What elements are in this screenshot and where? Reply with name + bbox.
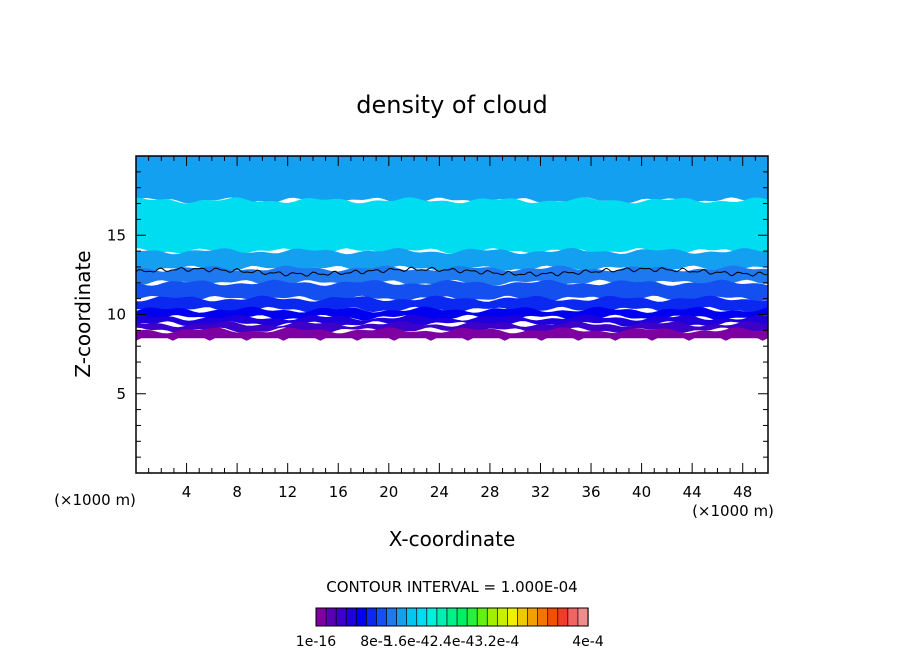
y-axis-label: Z-coordinate [71,250,95,377]
colorbar-cell [567,607,579,627]
x-tick-label: 32 [531,483,550,501]
colorbar-cell [537,607,549,627]
density-layer-3 [136,248,768,272]
density-layer-7 [136,306,768,321]
colorbar-label: 8e-5 [360,634,391,650]
colorbar-cell [557,607,569,627]
colorbar [315,607,589,627]
x-tick-label: 16 [329,483,348,501]
colorbar-labels: 1e-16 8e-51.6e-42.4e-43.2e-4 4e-4 [296,634,604,650]
density-layer-8 [136,314,768,327]
density-layer-5 [136,279,768,302]
density-layer-1 [136,156,768,204]
colorbar-cell [386,607,398,627]
colorbar-cell [507,607,519,627]
contour-line-path [136,266,768,277]
colorbar-cell [345,607,357,627]
colorbar-cell [466,607,478,627]
x-axis-label: X-coordinate [389,527,516,551]
x-tick-label: 8 [232,483,242,501]
colorbar-cell [517,607,529,627]
density-layer-9 [136,320,768,334]
colorbar-cell [366,607,378,627]
colorbar-cell [376,607,388,627]
colorbar-cell [486,607,498,627]
colorbar-cell [325,607,337,627]
colorbar-cell [547,607,559,627]
x-unit-left: (×1000 m) [54,491,136,509]
density-layer-2 [136,197,768,255]
colorbar-cell [436,607,448,627]
colorbar-frame [315,607,589,627]
x-tick-label: 28 [480,483,499,501]
colorbar-cell [527,607,539,627]
cloud-density-field [136,156,768,341]
x-tick-label: 4 [182,483,192,501]
y-axis: 5 10 15 [107,171,768,458]
colorbar-cell [315,607,327,627]
colorbar-cell [355,607,368,627]
x-tick-label: 24 [430,483,449,501]
y-tick-label: 10 [107,306,126,324]
contour-interval-text: CONTOUR INTERVAL = 1.000E-04 [326,578,577,596]
x-tick-label: 20 [379,483,398,501]
colorbar-cell [446,607,458,627]
colorbar-cell [396,607,408,627]
y-tick-label: 15 [107,226,126,244]
x-tick-label: 40 [632,483,651,501]
chart-title: density of cloud [356,91,547,119]
x-tick-label: 12 [278,483,297,501]
colorbar-cell [335,607,347,627]
y-tick-label: 5 [116,385,126,403]
density-layer-10 [136,327,768,341]
x-tick-label: 36 [581,483,600,501]
colorbar-cell [577,607,589,627]
colorbar-cell [426,607,438,627]
colorbar-cell [496,607,509,627]
x-unit-right: (×1000 m) [692,502,774,520]
contour-line [136,266,768,277]
x-tick-label: 44 [683,483,702,501]
colorbar-cell [456,607,468,627]
density-layer-6 [136,295,768,313]
x-axis: 4 8 12 16 20 24 28 32 36 40 44 48 [148,156,756,501]
x-tick-label: 48 [733,483,752,501]
colorbar-label: 4e-4 [572,634,604,650]
colorbar-cell [476,607,488,627]
colorbar-cell [416,607,428,627]
colorbar-label: 1e-16 [296,634,336,650]
colorbar-cell [406,607,418,627]
density-layer-4 [136,265,768,286]
colorbar-label: 1.6e-42.4e-43.2e-4 [385,634,520,650]
